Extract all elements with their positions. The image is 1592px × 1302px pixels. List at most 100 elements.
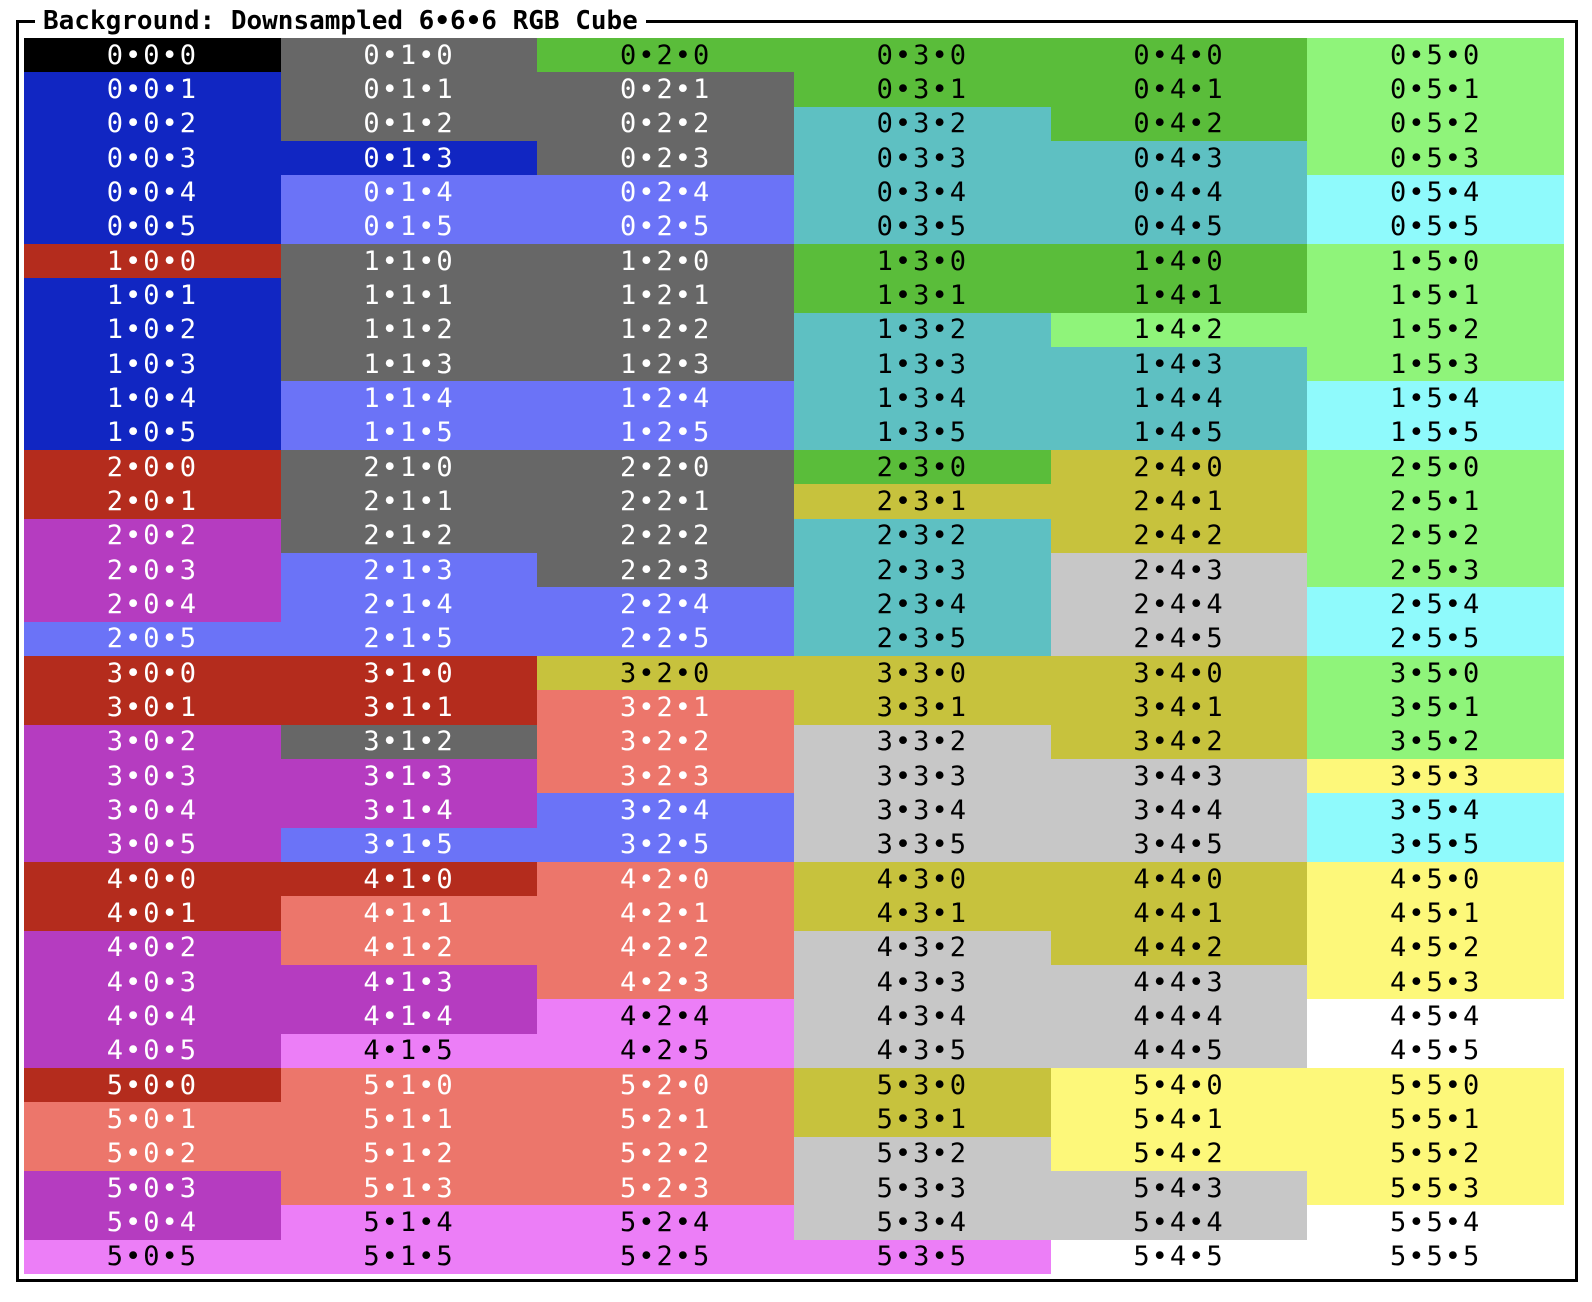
color-swatch-cell: 5•2•3 bbox=[537, 1170, 794, 1206]
color-swatch-cell: 0•4•1 bbox=[1050, 72, 1308, 107]
color-swatch-cell: 1•2•3 bbox=[537, 346, 794, 382]
color-swatch-cell: 2•0•4 bbox=[24, 587, 281, 622]
color-swatch-cell: 5•5•2 bbox=[1307, 1136, 1564, 1171]
color-swatch-cell: 2•5•2 bbox=[1307, 518, 1564, 553]
color-swatch-cell: 5•3•5 bbox=[793, 1239, 1051, 1274]
color-swatch-cell: 2•0•3 bbox=[24, 552, 281, 588]
color-swatch-cell: 4•3•5 bbox=[793, 1033, 1051, 1068]
color-swatch-cell: 0•4•0 bbox=[1050, 38, 1308, 73]
color-swatch-cell: 1•1•2 bbox=[280, 312, 538, 347]
color-swatch-cell: 0•5•3 bbox=[1307, 140, 1564, 176]
color-swatch-cell: 0•5•1 bbox=[1307, 72, 1564, 107]
color-swatch-cell: 5•3•0 bbox=[793, 1067, 1051, 1103]
color-swatch-cell: 2•4•5 bbox=[1050, 621, 1308, 656]
color-swatch-cell: 5•5•1 bbox=[1307, 1102, 1564, 1137]
color-swatch-cell: 2•2•5 bbox=[537, 621, 794, 656]
color-swatch-cell: 4•4•3 bbox=[1050, 964, 1308, 1000]
color-swatch-cell: 2•2•0 bbox=[537, 449, 794, 485]
color-swatch-cell: 3•4•1 bbox=[1050, 690, 1308, 725]
color-swatch-cell: 2•1•2 bbox=[280, 518, 538, 553]
color-swatch-cell: 5•3•2 bbox=[793, 1136, 1051, 1171]
panel-title: Background: Downsampled 6•6•6 RGB Cube bbox=[35, 4, 646, 38]
color-swatch-cell: 3•3•3 bbox=[793, 758, 1051, 794]
color-swatch-cell: 2•3•2 bbox=[793, 518, 1051, 553]
color-swatch-cell: 1•0•3 bbox=[24, 346, 281, 382]
color-swatch-cell: 4•0•1 bbox=[24, 896, 281, 931]
color-swatch-cell: 0•2•3 bbox=[537, 140, 794, 176]
color-swatch-cell: 2•4•2 bbox=[1050, 518, 1308, 553]
color-swatch-cell: 3•1•1 bbox=[280, 690, 538, 725]
color-swatch-cell: 1•1•5 bbox=[280, 415, 538, 450]
color-swatch-cell: 0•5•2 bbox=[1307, 106, 1564, 141]
color-swatch-cell: 3•2•4 bbox=[537, 793, 794, 828]
color-swatch-cell: 3•0•2 bbox=[24, 724, 281, 759]
color-swatch-cell: 3•5•4 bbox=[1307, 793, 1564, 828]
color-swatch-cell: 0•5•0 bbox=[1307, 38, 1564, 73]
color-swatch-cell: 2•3•4 bbox=[793, 587, 1051, 622]
color-swatch-cell: 4•2•4 bbox=[537, 999, 794, 1034]
color-swatch-cell: 2•1•3 bbox=[280, 552, 538, 588]
color-swatch-cell: 3•0•0 bbox=[24, 655, 281, 691]
color-swatch-cell: 2•4•3 bbox=[1050, 552, 1308, 588]
color-swatch-cell: 3•2•3 bbox=[537, 758, 794, 794]
color-swatch-cell: 5•0•5 bbox=[24, 1239, 281, 1274]
color-swatch-cell: 4•4•5 bbox=[1050, 1033, 1308, 1068]
color-swatch-cell: 4•3•3 bbox=[793, 964, 1051, 1000]
color-swatch-cell: 4•0•2 bbox=[24, 930, 281, 965]
color-swatch-cell: 1•0•2 bbox=[24, 312, 281, 347]
color-swatch-cell: 2•1•1 bbox=[280, 484, 538, 519]
color-swatch-cell: 0•5•4 bbox=[1307, 175, 1564, 210]
color-swatch-cell: 1•3•1 bbox=[793, 278, 1051, 313]
color-swatch-cell: 5•4•5 bbox=[1050, 1239, 1308, 1274]
color-swatch-cell: 3•2•2 bbox=[537, 724, 794, 759]
color-swatch-cell: 0•2•4 bbox=[537, 175, 794, 210]
color-swatch-cell: 1•2•1 bbox=[537, 278, 794, 313]
color-swatch-cell: 0•3•4 bbox=[793, 175, 1051, 210]
color-swatch-cell: 5•5•4 bbox=[1307, 1205, 1564, 1240]
color-swatch-cell: 5•2•1 bbox=[537, 1102, 794, 1137]
color-swatch-cell: 0•5•5 bbox=[1307, 209, 1564, 244]
color-swatch-cell: 0•0•5 bbox=[24, 209, 281, 244]
color-swatch-cell: 5•1•4 bbox=[280, 1205, 538, 1240]
color-swatch-cell: 0•2•0 bbox=[537, 38, 794, 73]
color-swatch-cell: 5•3•3 bbox=[793, 1170, 1051, 1206]
color-swatch-cell: 4•3•4 bbox=[793, 999, 1051, 1034]
color-swatch-cell: 3•4•4 bbox=[1050, 793, 1308, 828]
color-swatch-cell: 5•1•0 bbox=[280, 1067, 538, 1103]
color-swatch-cell: 3•0•4 bbox=[24, 793, 281, 828]
color-swatch-cell: 4•4•4 bbox=[1050, 999, 1308, 1034]
color-swatch-cell: 4•5•1 bbox=[1307, 896, 1564, 931]
color-swatch-cell: 1•4•5 bbox=[1050, 415, 1308, 450]
color-swatch-cell: 4•0•3 bbox=[24, 964, 281, 1000]
color-swatch-cell: 5•0•4 bbox=[24, 1205, 281, 1240]
color-swatch-cell: 3•5•3 bbox=[1307, 758, 1564, 794]
color-cube-panel: Background: Downsampled 6•6•6 RGB Cube bbox=[16, 4, 1578, 1282]
color-swatch-cell: 5•0•1 bbox=[24, 1102, 281, 1137]
color-swatch-cell: 4•3•2 bbox=[793, 930, 1051, 965]
color-swatch-cell: 4•2•0 bbox=[537, 861, 794, 897]
color-swatch-cell: 0•0•3 bbox=[24, 140, 281, 176]
color-swatch-cell: 1•2•4 bbox=[537, 381, 794, 416]
color-swatch-cell: 3•4•3 bbox=[1050, 758, 1308, 794]
color-swatch-cell: 2•1•5 bbox=[280, 621, 538, 656]
color-swatch-cell: 2•3•3 bbox=[793, 552, 1051, 588]
color-swatch-cell: 5•4•1 bbox=[1050, 1102, 1308, 1137]
color-swatch-cell: 4•5•3 bbox=[1307, 964, 1564, 1000]
color-swatch-cell: 3•0•5 bbox=[24, 827, 281, 862]
color-swatch-cell: 2•5•5 bbox=[1307, 621, 1564, 656]
color-swatch-cell: 5•2•2 bbox=[537, 1136, 794, 1171]
color-swatch-cell: 0•2•1 bbox=[537, 72, 794, 107]
color-swatch-cell: 2•3•0 bbox=[793, 449, 1051, 485]
color-swatch-cell: 4•0•4 bbox=[24, 999, 281, 1034]
color-swatch-cell: 3•1•4 bbox=[280, 793, 538, 828]
color-swatch-cell: 2•2•3 bbox=[537, 552, 794, 588]
color-swatch-cell: 3•3•4 bbox=[793, 793, 1051, 828]
color-swatch-cell: 0•1•5 bbox=[280, 209, 538, 244]
color-swatch-cell: 1•3•3 bbox=[793, 346, 1051, 382]
color-swatch-cell: 2•4•4 bbox=[1050, 587, 1308, 622]
color-swatch-cell: 2•0•0 bbox=[24, 449, 281, 485]
color-swatch-cell: 3•2•1 bbox=[537, 690, 794, 725]
color-swatch-cell: 2•4•0 bbox=[1050, 449, 1308, 485]
color-swatch-cell: 2•2•2 bbox=[537, 518, 794, 553]
color-swatch-cell: 5•4•2 bbox=[1050, 1136, 1308, 1171]
